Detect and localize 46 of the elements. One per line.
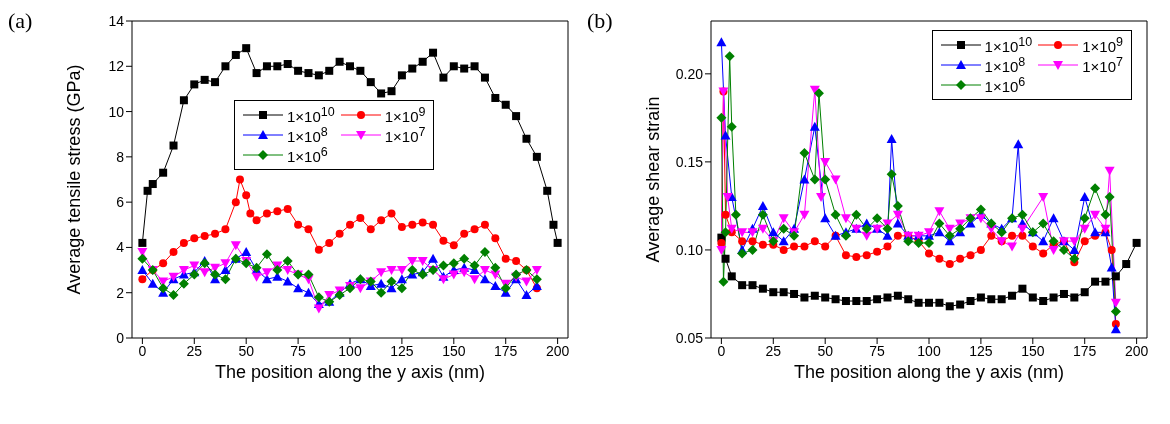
- x-tick-label: 175: [494, 342, 518, 359]
- x-tick-label: 75: [869, 342, 886, 359]
- x-axis-title: The position along the y axis (nm): [793, 362, 1065, 382]
- y-axis-title: Average tensile stress (GPa): [64, 64, 85, 295]
- x-tick-label: 25: [186, 342, 203, 359]
- y-axis-title: Average shear strain: [643, 96, 664, 263]
- x-tick-label: 0: [138, 342, 147, 359]
- x-tick-label: 125: [969, 342, 993, 359]
- x-tick-label: 50: [817, 342, 834, 359]
- x-tick-label: 150: [442, 342, 466, 359]
- legend-label: 1×10$^{9}$: [384, 105, 426, 125]
- legend-label: 1×10$^{6}$: [287, 145, 328, 165]
- x-tick-label: 0: [717, 342, 726, 359]
- y-tick-label: 12: [108, 58, 125, 75]
- y-tick-label: 14: [108, 12, 125, 29]
- y-tick-label: 10: [108, 103, 125, 120]
- x-tick-label: 25: [765, 342, 782, 359]
- y-tick-label: 0.10: [675, 241, 704, 258]
- x-tick-label: 175: [1073, 342, 1097, 359]
- y-tick-label: 0.15: [675, 153, 704, 170]
- chart-title: (b): [587, 8, 613, 34]
- x-tick-label: 200: [545, 342, 570, 359]
- y-tick-label: 4: [116, 239, 125, 256]
- x-tick-label: 200: [1124, 342, 1149, 359]
- y-tick-label: 0: [116, 329, 125, 346]
- x-tick-label: 100: [338, 342, 362, 359]
- legend-label: 1×10$^{9}$: [1082, 35, 1123, 55]
- y-tick-label: 8: [116, 148, 125, 165]
- x-axis-title: The position along the y axis (nm): [214, 362, 486, 382]
- chart-title: (a): [8, 8, 33, 34]
- y-tick-label: 0.05: [675, 329, 704, 346]
- legend-label: 1×10$^{7}$: [384, 125, 426, 145]
- x-tick-label: 75: [290, 342, 307, 359]
- legend-label: 1×10$^{6}$: [984, 75, 1026, 95]
- legend-label: 1×10$^{7}$: [1082, 55, 1123, 75]
- x-tick-label: 50: [238, 342, 255, 359]
- legend-label: 1×10$^{8}$: [287, 125, 328, 145]
- y-tick-label: 2: [116, 284, 125, 301]
- x-tick-label: 150: [1021, 342, 1045, 359]
- x-tick-label: 125: [390, 342, 414, 359]
- legend-label: 1×10$^{8}$: [984, 55, 1026, 75]
- legend-label: 1×10$^{10}$: [984, 35, 1033, 55]
- x-tick-label: 100: [917, 342, 941, 359]
- y-tick-label: 0.20: [675, 65, 704, 82]
- legend-label: 1×10$^{10}$: [287, 105, 335, 125]
- y-tick-label: 6: [116, 194, 125, 211]
